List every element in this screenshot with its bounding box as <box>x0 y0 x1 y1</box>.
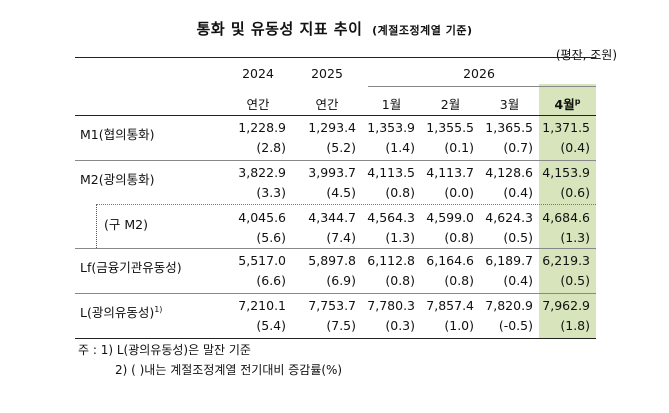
value-cell: 1,371.5 <box>542 120 590 135</box>
value-cell: 3,993.7 <box>308 165 356 180</box>
change-cell: (0.5) <box>560 273 590 288</box>
value-cell: 5,517.0 <box>238 253 286 268</box>
change-cell: (7.4) <box>326 230 356 245</box>
change-cell: (0.3) <box>385 318 415 333</box>
year-2025: 2025 <box>311 66 343 81</box>
value-cell: 4,344.7 <box>308 210 356 225</box>
period-header: 연간 <box>315 97 339 112</box>
change-cell: (0.0) <box>444 185 474 200</box>
value-cell: 1,365.5 <box>485 120 533 135</box>
value-cell: 6,164.6 <box>426 253 474 268</box>
value-cell: 4,599.0 <box>426 210 474 225</box>
change-cell: (0.7) <box>503 140 533 155</box>
value-cell: 4,684.6 <box>542 210 590 225</box>
old-m2-bracket-top <box>96 204 596 205</box>
table-top-border <box>75 57 596 58</box>
value-cell: 7,753.7 <box>308 298 356 313</box>
footnote-2: 2) ( )내는 계절조정계열 전기대비 증감률(%) <box>115 363 343 377</box>
row-divider <box>75 248 596 249</box>
latest-month-highlight <box>539 84 596 338</box>
change-cell: (4.5) <box>326 185 356 200</box>
old-m2-bracket <box>96 204 97 248</box>
header-bottom-border <box>75 115 596 116</box>
year-2024: 2024 <box>242 66 274 81</box>
value-cell: 7,962.9 <box>542 298 590 313</box>
change-cell: (1.0) <box>444 318 474 333</box>
title-main: 통화 및 유동성 지표 추이 <box>196 20 363 38</box>
period-header: 3월 <box>499 97 520 112</box>
period-header-latest: 4월p <box>554 96 581 112</box>
row-divider <box>75 293 596 294</box>
row-label: Lf(금융기관유동성) <box>80 260 182 275</box>
row-label: M2(광의통화) <box>80 172 155 187</box>
value-cell: 4,128.6 <box>485 165 533 180</box>
change-cell: (1.4) <box>385 140 415 155</box>
value-cell: 7,857.4 <box>426 298 474 313</box>
row-label-footnote-mark: 1) <box>154 304 163 314</box>
change-cell: (-0.5) <box>498 318 533 333</box>
row-label: L(광의유동성)1) <box>80 304 163 320</box>
row-label: M1(협의통화) <box>80 127 155 142</box>
footnote-1: 주 : 1) L(광의유동성)은 말잔 기준 <box>78 343 251 357</box>
period-header: 2월 <box>440 97 461 112</box>
value-cell: 1,228.9 <box>238 120 286 135</box>
change-cell: (3.3) <box>256 185 286 200</box>
period-header: 연간 <box>246 97 270 112</box>
unit-label: (평잔, 조원) <box>555 48 617 62</box>
value-cell: 4,153.9 <box>542 165 590 180</box>
value-cell: 4,564.3 <box>367 210 415 225</box>
change-cell: (0.8) <box>385 185 415 200</box>
value-cell: 4,624.3 <box>485 210 533 225</box>
value-cell: 4,045.6 <box>238 210 286 225</box>
value-cell: 4,113.7 <box>426 165 474 180</box>
change-cell: (0.8) <box>444 230 474 245</box>
change-cell: (1.8) <box>560 318 590 333</box>
value-cell: 1,293.4 <box>308 120 356 135</box>
value-cell: 6,219.3 <box>542 253 590 268</box>
change-cell: (1.3) <box>385 230 415 245</box>
change-cell: (0.8) <box>385 273 415 288</box>
value-cell: 1,355.5 <box>426 120 474 135</box>
change-cell: (5.6) <box>256 230 286 245</box>
value-cell: 1,353.9 <box>367 120 415 135</box>
value-cell: 6,189.7 <box>485 253 533 268</box>
value-cell: 4,113.5 <box>367 165 415 180</box>
change-cell: (0.4) <box>503 185 533 200</box>
change-cell: (6.6) <box>256 273 286 288</box>
row-divider <box>75 160 596 161</box>
row-label: (구 M2) <box>104 217 148 232</box>
change-cell: (5.4) <box>256 318 286 333</box>
value-cell: 5,897.8 <box>308 253 356 268</box>
year-2026: 2026 <box>463 66 495 81</box>
page-title: 통화 및 유동성 지표 추이 (계절조정계열 기준) <box>0 18 669 39</box>
change-cell: (0.4) <box>560 140 590 155</box>
change-cell: (0.4) <box>503 273 533 288</box>
change-cell: (7.5) <box>326 318 356 333</box>
value-cell: 7,210.1 <box>238 298 286 313</box>
value-cell: 7,780.3 <box>367 298 415 313</box>
change-cell: (0.5) <box>503 230 533 245</box>
period-header: 1월 <box>381 97 402 112</box>
change-cell: (0.1) <box>444 140 474 155</box>
year-2026-span-line <box>368 86 596 87</box>
value-cell: 3,822.9 <box>238 165 286 180</box>
change-cell: (0.6) <box>560 185 590 200</box>
title-sub: (계절조정계열 기준) <box>372 24 473 37</box>
preliminary-mark: p <box>574 96 581 106</box>
change-cell: (1.3) <box>560 230 590 245</box>
change-cell: (5.2) <box>326 140 356 155</box>
table-bottom-border <box>75 338 596 339</box>
change-cell: (0.8) <box>444 273 474 288</box>
change-cell: (2.8) <box>256 140 286 155</box>
value-cell: 6,112.8 <box>367 253 415 268</box>
value-cell: 7,820.9 <box>485 298 533 313</box>
change-cell: (6.9) <box>326 273 356 288</box>
